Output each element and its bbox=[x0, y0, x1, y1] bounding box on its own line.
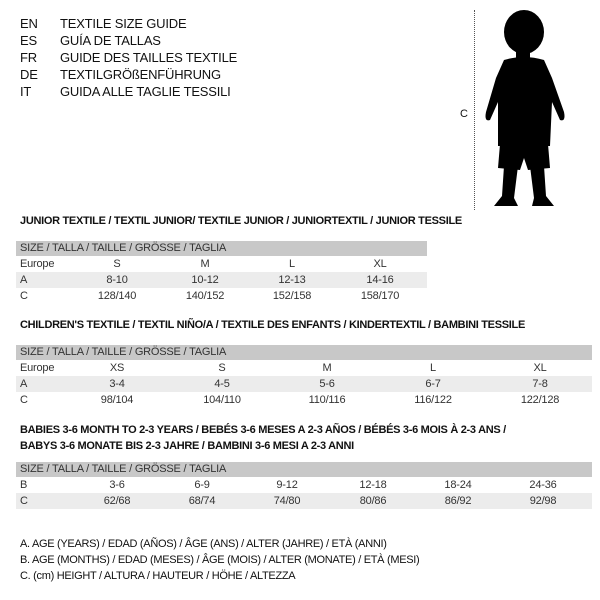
legend-line: C. (cm) HEIGHT / ALTURA / HAUTEUR / HÖHE… bbox=[20, 570, 296, 582]
language-code: EN bbox=[20, 16, 38, 31]
table-cell: 12-13 bbox=[278, 274, 306, 286]
table-title: BABYS 3-6 MONATE BIS 2-3 JAHRE / BAMBINI… bbox=[20, 440, 354, 452]
table-cell: 18-24 bbox=[444, 479, 472, 491]
size-table: SIZE / TALLA / TAILLE / GRÖSSE / TAGLIA B… bbox=[16, 462, 592, 509]
table-cell: 158/170 bbox=[360, 290, 400, 302]
table-cell: 116/122 bbox=[414, 394, 452, 406]
table-cell: 24-36 bbox=[529, 479, 557, 491]
table-cell: 104/110 bbox=[203, 394, 241, 406]
child-silhouette-icon bbox=[485, 10, 565, 206]
table-cell: 68/74 bbox=[188, 495, 216, 507]
table-cell: 6-9 bbox=[194, 479, 210, 491]
table-cell: 10-12 bbox=[191, 274, 219, 286]
table-cell: 86/92 bbox=[444, 495, 472, 507]
table-row: C 98/104 104/110 110/116 116/122 122/128 bbox=[16, 392, 592, 408]
table-cell: 6-7 bbox=[425, 378, 441, 390]
legend-line: B. AGE (MONTHS) / EDAD (MESES) / ÂGE (MO… bbox=[20, 554, 420, 566]
row-label: A bbox=[20, 274, 28, 286]
row-label: Europe bbox=[20, 258, 55, 270]
table-cell: XL bbox=[533, 362, 547, 374]
table-cell: 8-10 bbox=[106, 274, 128, 286]
table-cell: XL bbox=[373, 258, 387, 270]
row-label: C bbox=[20, 290, 28, 302]
language-title: TEXTILE SIZE GUIDE bbox=[60, 16, 187, 31]
language-line: IT GUIDA ALLE TAGLIE TESSILI bbox=[20, 84, 231, 99]
table-cell: 110/116 bbox=[308, 394, 346, 406]
table-cell: 122/128 bbox=[520, 394, 560, 406]
table-cell: S bbox=[113, 258, 121, 270]
language-title: GUÍA DE TALLAS bbox=[60, 33, 161, 48]
table-cell: 98/104 bbox=[100, 394, 134, 406]
table-cell: 62/68 bbox=[103, 495, 131, 507]
table-header: SIZE / TALLA / TAILLE / GRÖSSE / TAGLIA bbox=[16, 462, 592, 477]
language-line: ES GUÍA DE TALLAS bbox=[20, 33, 161, 48]
table-row: B 3-6 6-9 9-12 12-18 18-24 24-36 bbox=[16, 477, 592, 493]
table-row: A 8-10 10-12 12-13 14-16 bbox=[16, 272, 427, 288]
table-title: CHILDREN'S TEXTILE / TEXTIL NIÑO/A / TEX… bbox=[20, 319, 525, 331]
table-cell: 4-5 bbox=[214, 378, 230, 390]
table-cell: 152/158 bbox=[272, 290, 312, 302]
table-cell: 3-6 bbox=[109, 479, 125, 491]
language-code: ES bbox=[20, 33, 37, 48]
legend-line: A. AGE (YEARS) / EDAD (AÑOS) / ÂGE (ANS)… bbox=[20, 538, 387, 550]
table-cell: L bbox=[289, 258, 295, 270]
table-cell: XS bbox=[109, 362, 125, 374]
table-title: JUNIOR TEXTILE / TEXTIL JUNIOR/ TEXTILE … bbox=[20, 215, 462, 227]
table-row: C 62/68 68/74 74/80 80/86 86/92 92/98 bbox=[16, 493, 592, 509]
table-cell: M bbox=[322, 362, 332, 374]
table-title: BABIES 3-6 MONTH TO 2-3 YEARS / BEBÉS 3-… bbox=[20, 424, 506, 436]
language-title: GUIDA ALLE TAGLIE TESSILI bbox=[60, 84, 231, 99]
table-cell: 7-8 bbox=[532, 378, 548, 390]
table-row: Europe XS S M L XL bbox=[16, 360, 592, 376]
language-title: TEXTILGRÖßENFÜHRUNG bbox=[60, 67, 221, 82]
table-cell: 5-6 bbox=[319, 378, 335, 390]
language-line: DE TEXTILGRÖßENFÜHRUNG bbox=[20, 67, 221, 82]
language-code: FR bbox=[20, 50, 37, 65]
row-label: B bbox=[20, 479, 28, 491]
language-code: IT bbox=[20, 84, 32, 99]
language-line: EN TEXTILE SIZE GUIDE bbox=[20, 16, 187, 31]
table-cell: 3-4 bbox=[109, 378, 125, 390]
table-row: Europe S M L XL bbox=[16, 256, 427, 272]
table-cell: 80/86 bbox=[359, 495, 387, 507]
table-row: A 3-4 4-5 5-6 6-7 7-8 bbox=[16, 376, 592, 392]
table-cell: 128/140 bbox=[97, 290, 137, 302]
table-header: SIZE / TALLA / TAILLE / GRÖSSE / TAGLIA bbox=[16, 345, 592, 360]
language-line: FR GUIDE DES TAILLES TEXTILE bbox=[20, 50, 237, 65]
table-cell: 74/80 bbox=[273, 495, 301, 507]
table-cell: L bbox=[430, 362, 436, 374]
size-table: SIZE / TALLA / TAILLE / GRÖSSE / TAGLIA E… bbox=[16, 345, 592, 408]
table-row: C 128/140 140/152 152/158 158/170 bbox=[16, 288, 427, 304]
row-label: A bbox=[20, 378, 28, 390]
table-cell: 9-12 bbox=[276, 479, 298, 491]
table-header: SIZE / TALLA / TAILLE / GRÖSSE / TAGLIA bbox=[16, 241, 427, 256]
table-cell: 92/98 bbox=[529, 495, 557, 507]
language-title: GUIDE DES TAILLES TEXTILE bbox=[60, 50, 238, 65]
row-label: C bbox=[20, 394, 28, 406]
table-cell: S bbox=[218, 362, 226, 374]
table-cell: 140/152 bbox=[185, 290, 225, 302]
height-line bbox=[474, 10, 475, 210]
height-label: C bbox=[460, 108, 468, 120]
table-cell: M bbox=[200, 258, 210, 270]
table-cell: 12-18 bbox=[359, 479, 387, 491]
language-code: DE bbox=[20, 67, 38, 82]
row-label: C bbox=[20, 495, 28, 507]
size-table: SIZE / TALLA / TAILLE / GRÖSSE / TAGLIA E… bbox=[16, 241, 427, 304]
table-cell: 14-16 bbox=[366, 274, 394, 286]
row-label: Europe bbox=[20, 362, 55, 374]
